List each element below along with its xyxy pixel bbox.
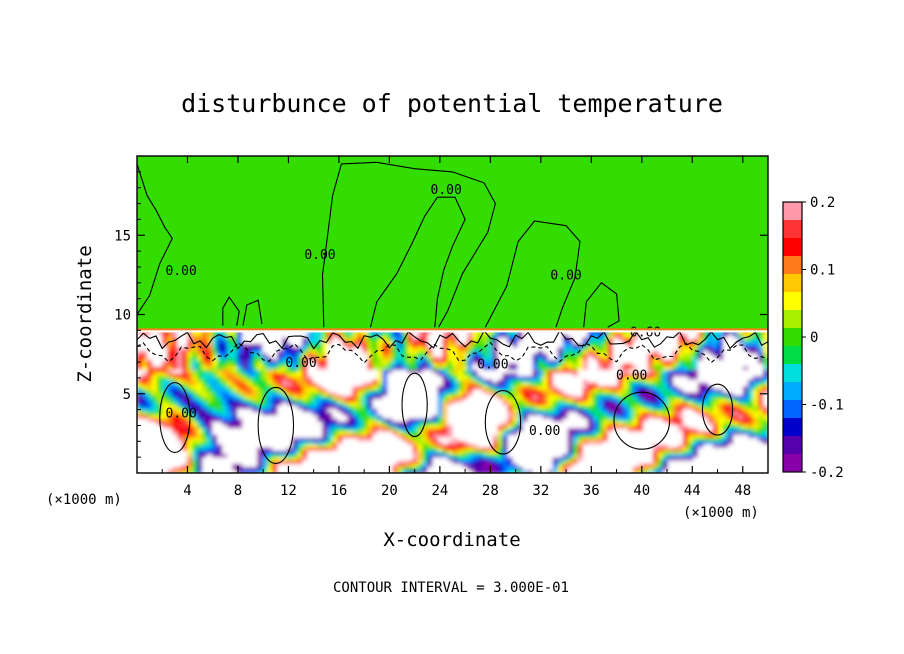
colorbar-swatch-4 (783, 274, 802, 293)
x-tick-label-10: 44 (684, 483, 701, 499)
contour-labels: 0.00 0.00 0.00 0.00 0.00 0.00 0.60 0.00 0.00 0.00 (166, 183, 662, 439)
contour-label-4: 0.00 (285, 356, 316, 371)
contour-zero-6 (242, 299, 263, 326)
colorbar-swatch-0 (783, 202, 802, 221)
colorbar-swatch-7 (783, 328, 802, 347)
contour-label-8: 0.00 (166, 407, 197, 422)
colorbar-swatch-5 (783, 292, 802, 311)
colorbar-label-1: 0.1 (810, 263, 835, 279)
contour-interval-note: CONTOUR INTERVAL = 3.000E-01 (333, 580, 569, 596)
plot-area: 0.00 0.00 0.00 0.00 0.00 0.00 0.60 0.00 0.00 0.00 (137, 156, 768, 473)
contour-zero-2 (369, 196, 466, 328)
contour-zero-0 (137, 163, 173, 315)
x-tick-label-7: 32 (532, 483, 549, 499)
contour-label-5: 0.00 (477, 357, 508, 372)
colorbar-swatch-9 (783, 364, 802, 383)
y-axis-ticks: 5 10 15 (114, 171, 768, 458)
y-axis-label: Z-coordinate (74, 245, 96, 382)
contour-loop-5 (484, 390, 522, 455)
contour-zero-5 (222, 296, 240, 326)
contour-label-2: 0.00 (550, 269, 581, 284)
contour-negative-band (137, 341, 768, 364)
colorbar-swatch-3 (783, 256, 802, 275)
x-tick-label-0: 4 (183, 483, 191, 499)
contour-loop-1 (257, 386, 295, 465)
contour-zero-1 (321, 161, 496, 328)
contour-label-7: 0.00 (616, 368, 647, 383)
x-tick-label-2: 12 (280, 483, 297, 499)
contour-zero-3 (484, 220, 581, 328)
x-tick-label-5: 24 (431, 483, 448, 499)
z-unit-label: (×1000 m) (46, 492, 122, 508)
y-tick-label-2: 15 (114, 228, 131, 244)
colorbar-swatch-10 (783, 382, 802, 401)
contour-loop-2 (401, 372, 428, 438)
tropopause-band-warm (137, 328, 768, 331)
contour-label-0: 0.00 (431, 183, 462, 198)
chart-title: disturbunce of potential temperature (181, 89, 723, 118)
x-axis-label: X-coordinate (383, 529, 520, 551)
x-tick-label-11: 48 (734, 483, 751, 499)
contour-label-6: 0.60 (630, 326, 661, 341)
colorbar-swatch-8 (783, 346, 802, 365)
contour-tropopause-band (137, 329, 768, 350)
colorbar-swatch-1 (783, 220, 802, 239)
colorbar-label-3: -0.1 (810, 398, 844, 414)
colorbar-label-4: -0.2 (810, 465, 844, 481)
upper-anomaly-field (137, 156, 768, 331)
x-tick-label-4: 20 (381, 483, 398, 499)
colorbar-swatch-13 (783, 436, 802, 455)
y-tick-label-0: 5 (123, 387, 131, 403)
x-unit-label: (×1000 m) (683, 505, 759, 521)
x-tick-label-6: 28 (482, 483, 499, 499)
contour-loop-4 (701, 383, 734, 436)
x-tick-label-1: 8 (234, 483, 242, 499)
contour-label-1: 0.00 (304, 248, 335, 263)
colorbar-swatch-11 (783, 400, 802, 419)
contour-lines (137, 161, 768, 465)
x-tick-label-9: 40 (633, 483, 650, 499)
contour-label-9: 0.00 (529, 424, 560, 439)
colorbar: 0.2 0.1 0 -0.1 -0.2 (782, 195, 844, 481)
contour-label-3: 0.00 (166, 264, 197, 279)
colorbar-label-2: 0 (810, 330, 818, 346)
colorbar-swatch-12 (783, 418, 802, 437)
x-axis-ticks: 4 8 12 16 20 24 28 32 36 40 44 48 (161, 156, 751, 499)
colorbar-swatch-6 (783, 310, 802, 329)
colorbar-swatch-2 (783, 238, 802, 257)
colorbar-label-0: 0.2 (810, 195, 835, 211)
contour-loop-3 (613, 391, 671, 450)
x-tick-label-8: 36 (583, 483, 600, 499)
colorbar-swatch-14 (783, 454, 802, 473)
tropopause-band-hot (137, 330, 768, 333)
contour-zero-4 (583, 282, 620, 328)
x-tick-label-3: 16 (330, 483, 347, 499)
y-tick-label-1: 10 (114, 308, 131, 324)
contour-loop-0 (159, 382, 191, 453)
